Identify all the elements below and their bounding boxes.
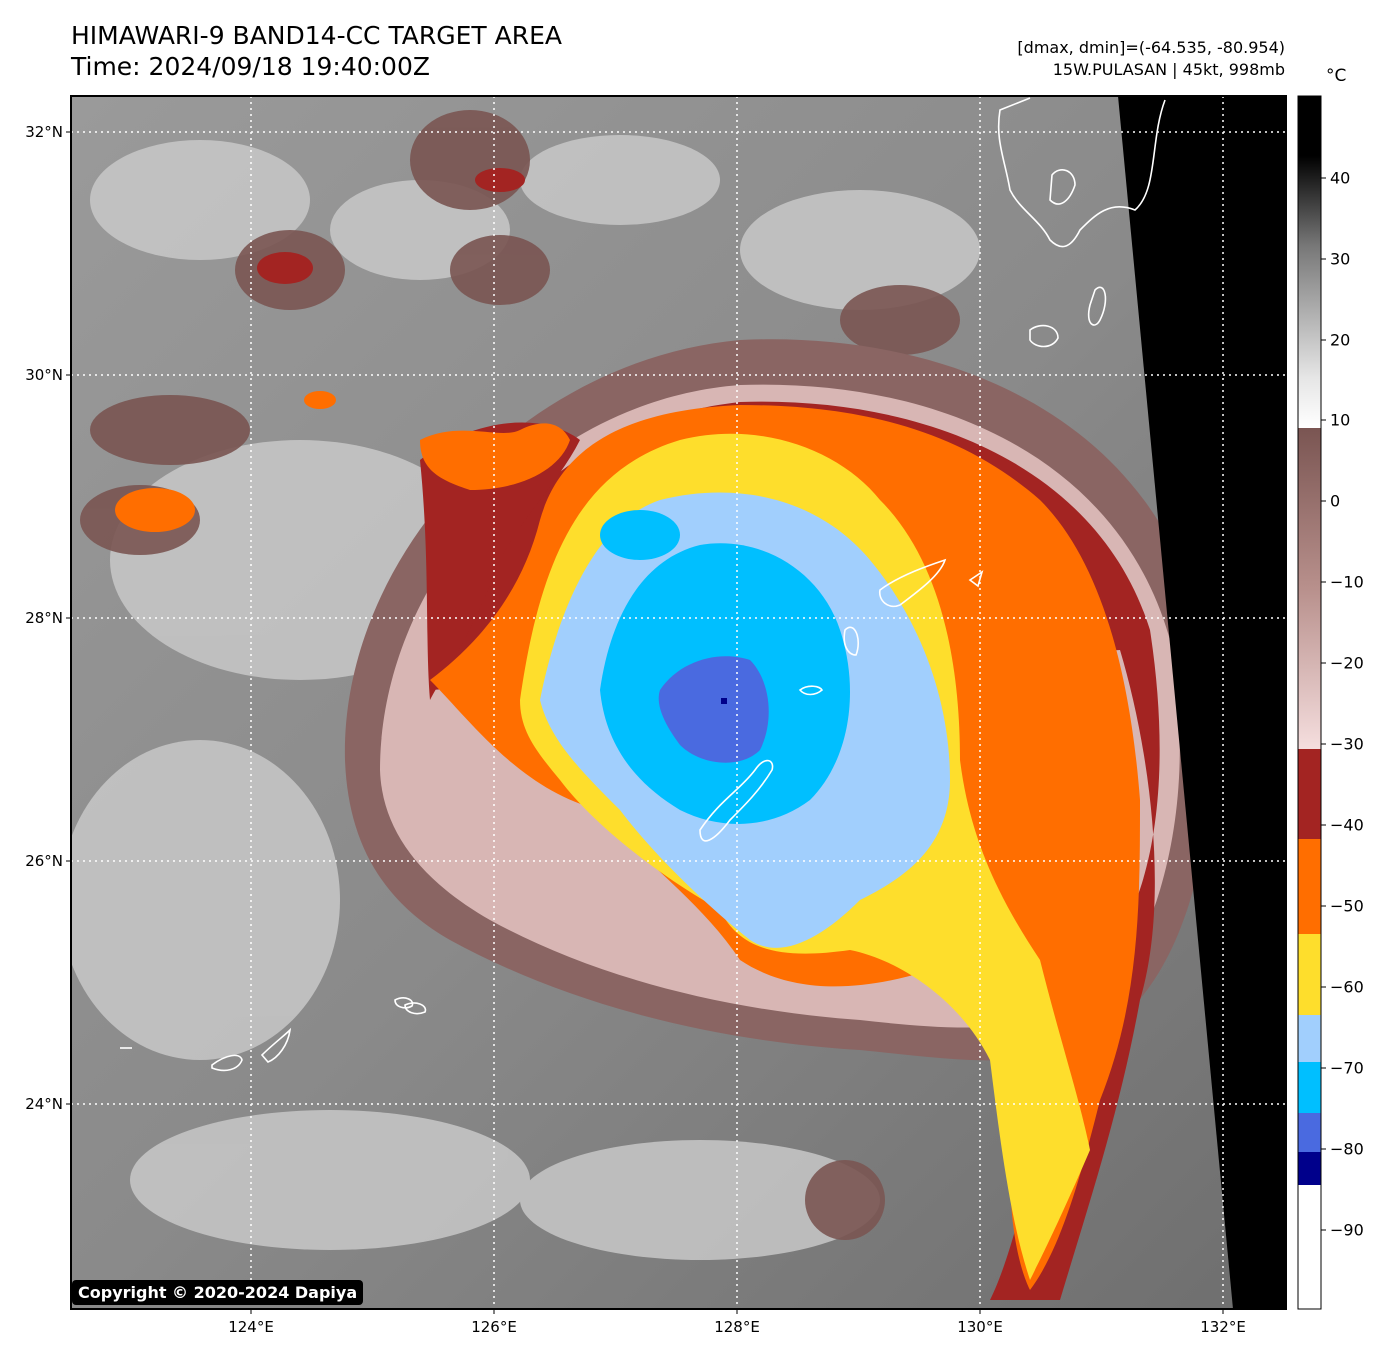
chart-title: HIMAWARI-9 BAND14-CC TARGET AREA [71, 21, 563, 50]
lon-label-124e: 124°E [228, 1318, 274, 1336]
colorbar-label-minus10: −10 [1330, 572, 1364, 592]
lon-label-132e: 132°E [1200, 1318, 1246, 1336]
colorbar-dark-red-segment [1298, 749, 1321, 839]
colorbar-light-blue-segment [1298, 1015, 1321, 1062]
colorbar-label-40: 40 [1330, 168, 1351, 188]
colorbar-yellow-segment [1298, 934, 1321, 1015]
colorbar-label-minus20: −20 [1330, 653, 1364, 673]
storm-label: 15W.PULASAN | 45kt, 998mb [1052, 60, 1285, 79]
colorbar-brown-segment [1298, 428, 1321, 749]
lat-label-24n: 24°N [25, 1095, 63, 1113]
lat-label-28n: 28°N [25, 609, 63, 627]
colorbar-label-minus30: −30 [1330, 734, 1364, 754]
colorbar-label-minus60: −60 [1330, 977, 1364, 997]
storm-dark-red-west [420, 422, 580, 700]
colorbar-orange-segment [1298, 839, 1321, 934]
copyright-badge: Copyright © 2020-2024 Dapiya [72, 1280, 364, 1305]
range-label: [dmax, dmin]=(-64.535, -80.954) [1017, 38, 1285, 57]
colorbar-cyan-segment [1298, 1062, 1321, 1113]
colorbar-label-minus70: −70 [1330, 1058, 1364, 1078]
lat-label-30n: 30°N [25, 366, 63, 384]
lon-label-130e: 130°E [957, 1318, 1003, 1336]
colorbar-frame [1297, 95, 1322, 1310]
storm-orange-west-cell [420, 423, 570, 490]
lon-label-128e: 128°E [714, 1318, 760, 1336]
map-frame [70, 95, 1287, 1310]
colorbar-label-30: 30 [1330, 249, 1351, 269]
colorbar-label-minus80: −80 [1330, 1139, 1364, 1159]
colorbar-cold-white-segment [1298, 1185, 1321, 1309]
lon-label-126e: 126°E [471, 1318, 517, 1336]
coastlines [120, 97, 1166, 1072]
colorbar-unit: °C [1326, 66, 1347, 86]
colorbar-label-20: 20 [1330, 330, 1351, 350]
no-data-region [1118, 96, 1286, 1309]
grid-lines [71, 96, 1286, 1309]
colorbar-label-minus40: −40 [1330, 815, 1364, 835]
colorbar [1297, 95, 1326, 1310]
colorbar-label-10: 10 [1330, 410, 1351, 430]
lat-label-32n: 32°N [25, 123, 63, 141]
lat-label-26n: 26°N [25, 852, 63, 870]
colorbar-label-0: 0 [1330, 491, 1341, 511]
colorbar-label-minus50: −50 [1330, 896, 1364, 916]
colorbar-label-minus90: −90 [1330, 1220, 1364, 1240]
storm-coldest-pixel [721, 698, 727, 704]
time-label: Time: 2024/09/18 19:40:00Z [71, 52, 430, 81]
satellite-image [71, 96, 1286, 1309]
colorbar-navy-segment [1298, 1152, 1321, 1185]
cloud-patches [71, 135, 980, 1260]
axis-ticks [66, 131, 1224, 1314]
colorbar-royal-blue-segment [1298, 1113, 1321, 1152]
colorbar-warm-segment [1298, 96, 1321, 428]
storm-coldest-core [658, 656, 769, 763]
storm-cyan-north-cell [600, 510, 680, 560]
colorbar-ticks [1321, 177, 1326, 1231]
